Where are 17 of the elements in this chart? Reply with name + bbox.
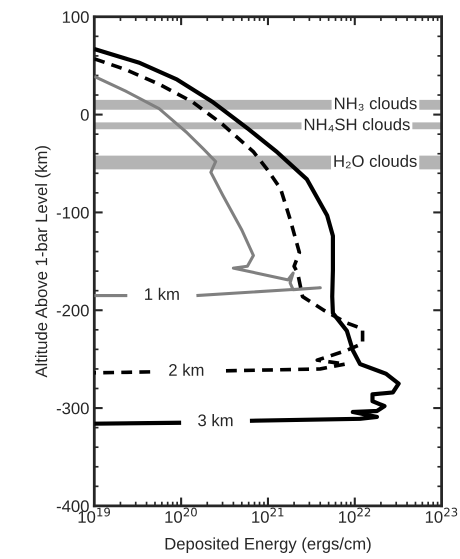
x-axis-title: Deposited Energy (ergs/cm): [166, 537, 371, 553]
x-tick-label: 10$^{20}$: [165, 508, 197, 523]
x-tick-label: 10$^{23}$: [426, 508, 458, 523]
band-label: H₂O clouds: [334, 154, 417, 168]
series-label: 1 km: [145, 288, 179, 300]
band-label: NH₄SH clouds: [304, 118, 410, 132]
band-label: NH₃ clouds: [334, 97, 417, 111]
y-tick-label: -100: [56, 206, 89, 219]
y-tick-label: -300: [56, 402, 89, 414]
y-tick-label: -200: [56, 304, 89, 316]
series-label: 2 km: [169, 364, 204, 376]
y-axis-title: Altitude Above 1-bar Level (km): [34, 146, 51, 378]
series-label: 3 km: [198, 414, 232, 426]
x-tick-label: 10$^{22}$: [339, 508, 370, 523]
y-tick-label: 100: [62, 11, 89, 23]
x-tick-label: 10$^{21}$: [252, 508, 284, 523]
y-tick-label: 0: [80, 108, 89, 121]
